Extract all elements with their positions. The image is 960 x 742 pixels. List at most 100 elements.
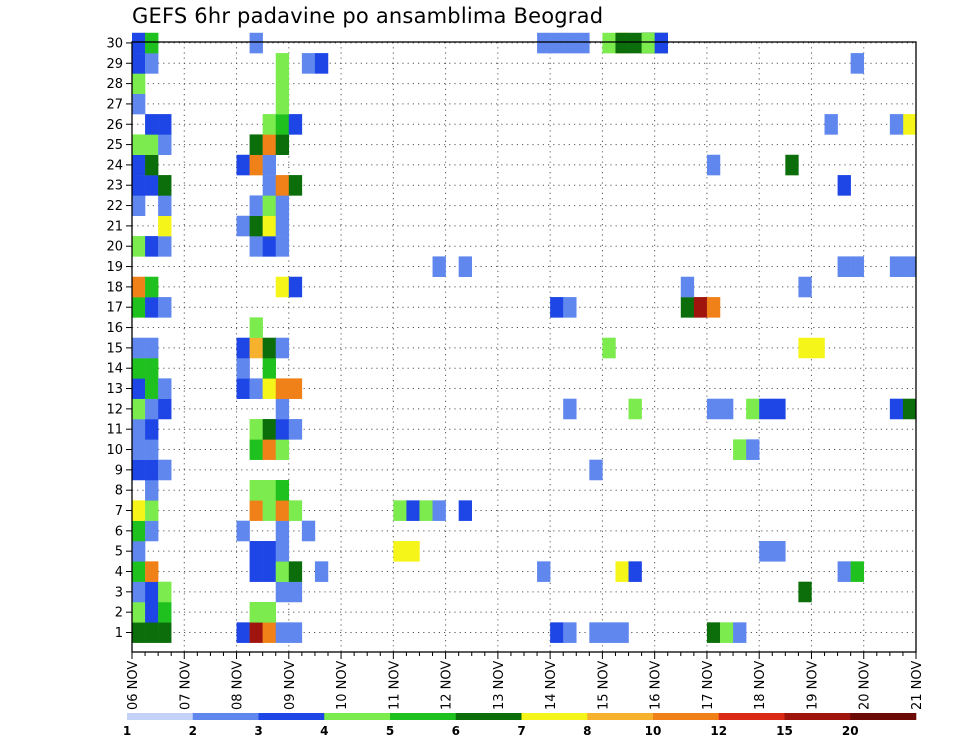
heatmap-cell <box>158 459 172 481</box>
heatmap-cell <box>275 541 290 562</box>
heatmap-cell <box>262 358 276 379</box>
colorbar-segment <box>258 713 325 720</box>
heatmap-cell <box>301 53 316 74</box>
heatmap-cell <box>288 175 303 196</box>
heatmap-cell <box>249 622 263 643</box>
heatmap-cell <box>158 581 172 603</box>
y-tick-label: 3 <box>115 585 123 600</box>
heatmap-cell <box>145 419 159 440</box>
heatmap-cell <box>288 622 303 643</box>
y-tick-label: 21 <box>106 219 123 234</box>
x-tick-label: 10 NOV <box>335 661 350 710</box>
heatmap-cell <box>275 114 290 135</box>
heatmap-cell <box>145 581 159 603</box>
heatmap-cell <box>145 154 159 176</box>
heatmap-cell <box>262 500 276 521</box>
y-tick-label: 1 <box>115 626 123 641</box>
colorbar-segment <box>390 713 457 720</box>
heatmap-cell <box>132 53 146 74</box>
heatmap-cell <box>132 378 146 399</box>
colorbar-segment <box>718 713 785 720</box>
heatmap-cell <box>785 154 799 176</box>
heatmap-cell <box>262 541 276 562</box>
heatmap-cell <box>262 175 276 196</box>
heatmap-cell <box>798 581 812 603</box>
heatmap-cell <box>132 73 146 95</box>
heatmap-cell <box>615 622 629 643</box>
colorbar-segment <box>521 713 588 720</box>
heatmap-cell <box>145 561 159 582</box>
heatmap-cell <box>772 541 786 562</box>
heatmap-cell <box>145 358 159 379</box>
heatmap-cell <box>889 256 904 277</box>
heatmap-cell <box>145 297 159 318</box>
y-tick-label: 26 <box>106 118 123 133</box>
y-tick-label: 20 <box>106 240 123 255</box>
heatmap-cell <box>145 480 159 501</box>
heatmap-cell <box>132 520 146 542</box>
heatmap-cell <box>132 419 146 440</box>
heatmap-cell <box>693 297 708 318</box>
heatmap-cell <box>275 93 290 115</box>
heatmap-cell <box>563 297 577 318</box>
heatmap-cell <box>419 500 433 521</box>
heatmap-cell <box>158 602 172 623</box>
heatmap-cell <box>602 622 616 643</box>
heatmap-cell <box>145 602 159 623</box>
heatmap-cell <box>145 53 159 74</box>
heatmap-cell <box>850 561 864 582</box>
heatmap-cell <box>249 419 263 440</box>
heatmap-cell <box>458 256 472 277</box>
heatmap-cell <box>132 500 146 521</box>
heatmap-cell <box>262 195 276 216</box>
heatmap-cell <box>275 480 290 501</box>
heatmap-cell <box>158 215 172 237</box>
heatmap-cell <box>288 500 303 521</box>
x-tick-label: 18 NOV <box>753 661 768 710</box>
heatmap-cell <box>720 622 734 643</box>
heatmap-cell <box>275 398 290 420</box>
x-tick-label: 12 NOV <box>440 661 455 710</box>
colorbar-label: 20 <box>842 724 859 738</box>
heatmap-cell <box>132 276 146 298</box>
x-tick-label: 17 NOV <box>701 661 716 710</box>
y-axis: 1234567891011121314151617181920212223242… <box>106 36 132 641</box>
heatmap-cell <box>275 276 290 298</box>
heatmap-cell <box>249 154 263 176</box>
heatmap-cell <box>132 561 146 582</box>
heatmap-cell <box>602 32 616 54</box>
heatmap-cell <box>145 500 159 521</box>
heatmap-cell <box>798 276 812 298</box>
heatmap-cell <box>145 520 159 542</box>
heatmap-cell <box>393 541 407 562</box>
heatmap-cell <box>262 419 276 440</box>
colorbar-label: 15 <box>776 724 793 738</box>
colorbar: 1 2 3 4 5 6 7 8 10 12 15 20 <box>123 713 917 738</box>
heatmap-cell <box>132 602 146 623</box>
heatmap-cell <box>589 459 603 481</box>
heatmap-cell <box>145 134 159 155</box>
heatmap-cell <box>837 561 851 582</box>
heatmap-cell <box>733 622 747 643</box>
y-tick-label: 5 <box>115 545 123 560</box>
heatmap-cell <box>262 154 276 176</box>
heatmap-cell <box>132 32 146 54</box>
x-tick-label: 15 NOV <box>596 661 611 710</box>
y-tick-label: 8 <box>115 484 123 499</box>
colorbar-label: 3 <box>254 724 262 738</box>
colorbar-label: 7 <box>517 724 525 738</box>
heatmap-cell <box>262 114 276 135</box>
heatmap-cell <box>759 541 773 562</box>
heatmap-cell <box>850 53 864 74</box>
heatmap-cell <box>249 541 263 562</box>
colorbar-segment <box>587 713 654 720</box>
heatmap-cell <box>275 520 290 542</box>
heatmap-cell <box>158 378 172 399</box>
heatmap-cell <box>301 520 316 542</box>
y-tick-label: 11 <box>106 423 123 438</box>
heatmap-cell <box>576 32 590 54</box>
heatmap-cell <box>132 93 146 115</box>
heatmap-cell <box>262 337 276 359</box>
heatmap-cell <box>145 337 159 359</box>
y-tick-label: 4 <box>115 565 123 580</box>
